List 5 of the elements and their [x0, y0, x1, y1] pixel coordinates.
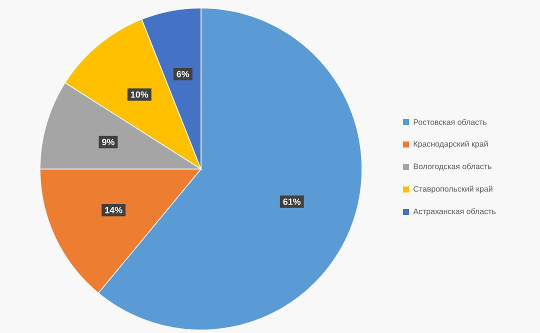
data-label: 10% [131, 91, 148, 98]
data-label: 6% [176, 70, 190, 78]
data-label: 61% [283, 198, 301, 205]
data-label: 9% [102, 138, 114, 146]
data-label: 14% [105, 206, 122, 214]
